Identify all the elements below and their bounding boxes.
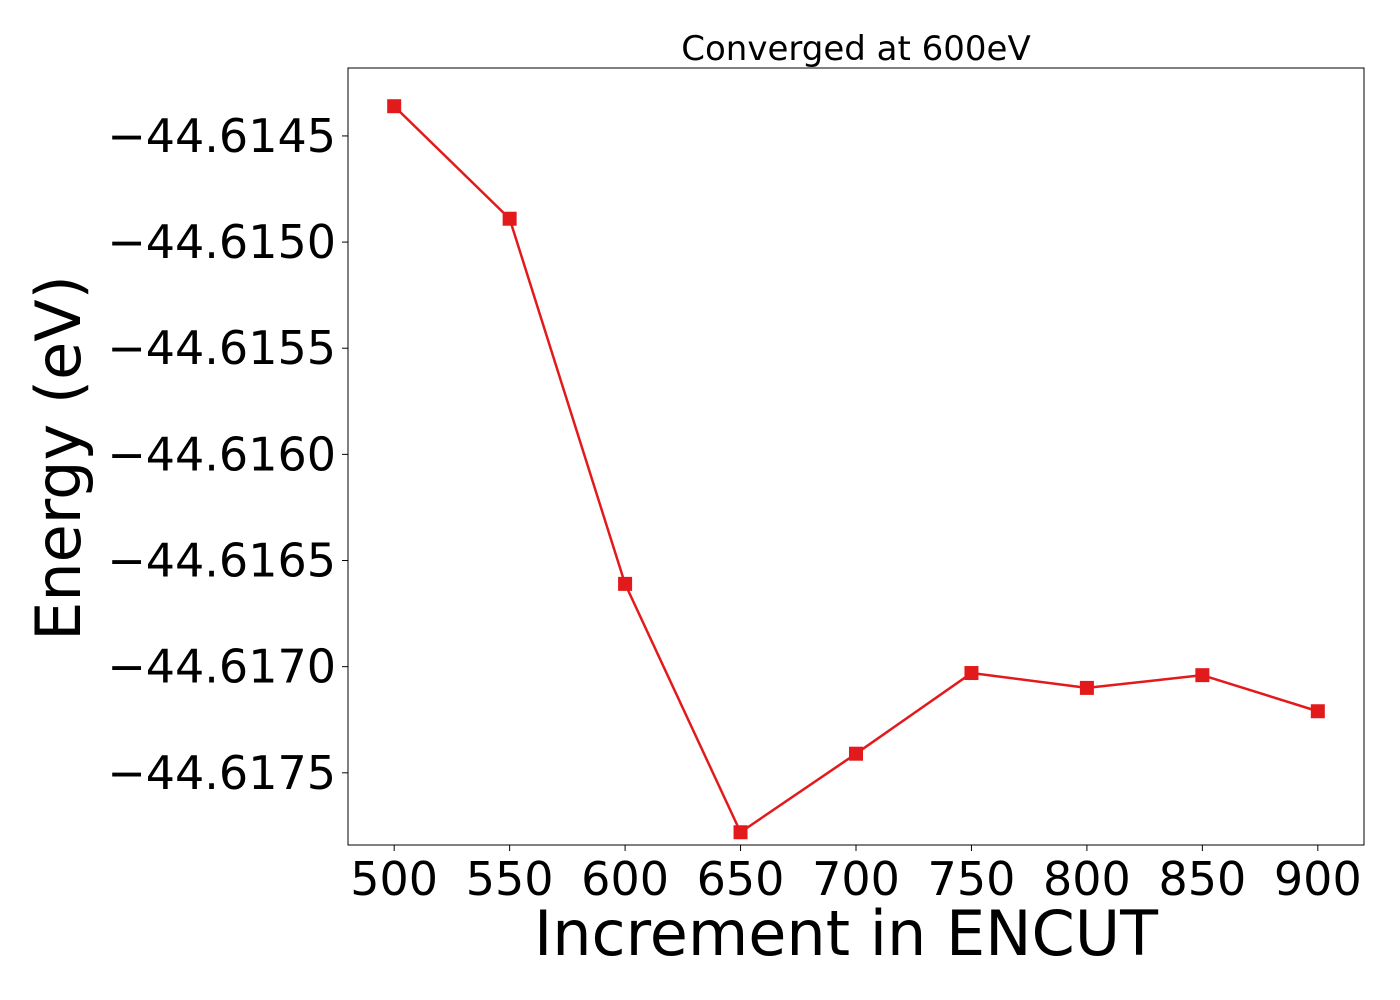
x-tick-label: 800 (1043, 852, 1131, 906)
data-point-marker (387, 99, 402, 114)
x-axis-label: Increment in ENCUT (534, 897, 1159, 970)
x-tick-label: 700 (812, 852, 900, 906)
x-axis-ticks: 500 550 600 650 700 750 800 850 900 (350, 845, 1362, 906)
data-point-marker (1195, 668, 1210, 683)
y-axis-label: Energy (eV) (22, 275, 95, 641)
x-tick-label: 650 (697, 852, 785, 906)
y-tick-label: −44.6150 (107, 215, 336, 269)
data-point-marker (1310, 704, 1325, 719)
data-point-marker (502, 211, 517, 226)
y-tick-label: −44.6155 (107, 321, 336, 375)
x-tick-label: 900 (1274, 852, 1362, 906)
data-point-marker (733, 825, 748, 840)
plot-area-frame (347, 67, 1365, 846)
data-point-marker (849, 746, 863, 761)
y-tick-label: −44.6160 (107, 427, 336, 481)
chart-title: Converged at 600eV (681, 29, 1030, 69)
series-layer (387, 99, 1325, 840)
y-tick-label: −44.6165 (107, 534, 336, 588)
data-point-marker (964, 666, 979, 681)
x-tick-label: 850 (1158, 852, 1246, 906)
x-tick-label: 600 (581, 852, 669, 906)
y-axis-ticks: −44.6145 −44.6150 −44.6155 −44.6160 −44.6165… (107, 109, 348, 800)
x-tick-label: 750 (928, 852, 1016, 906)
x-tick-label: 550 (466, 852, 554, 906)
data-point-marker (1079, 680, 1094, 695)
data-point-marker (618, 576, 633, 591)
y-tick-label: −44.6145 (107, 109, 336, 163)
y-tick-label: −44.6175 (107, 746, 336, 800)
y-tick-label: −44.6170 (107, 640, 336, 694)
x-tick-label: 500 (350, 852, 438, 906)
